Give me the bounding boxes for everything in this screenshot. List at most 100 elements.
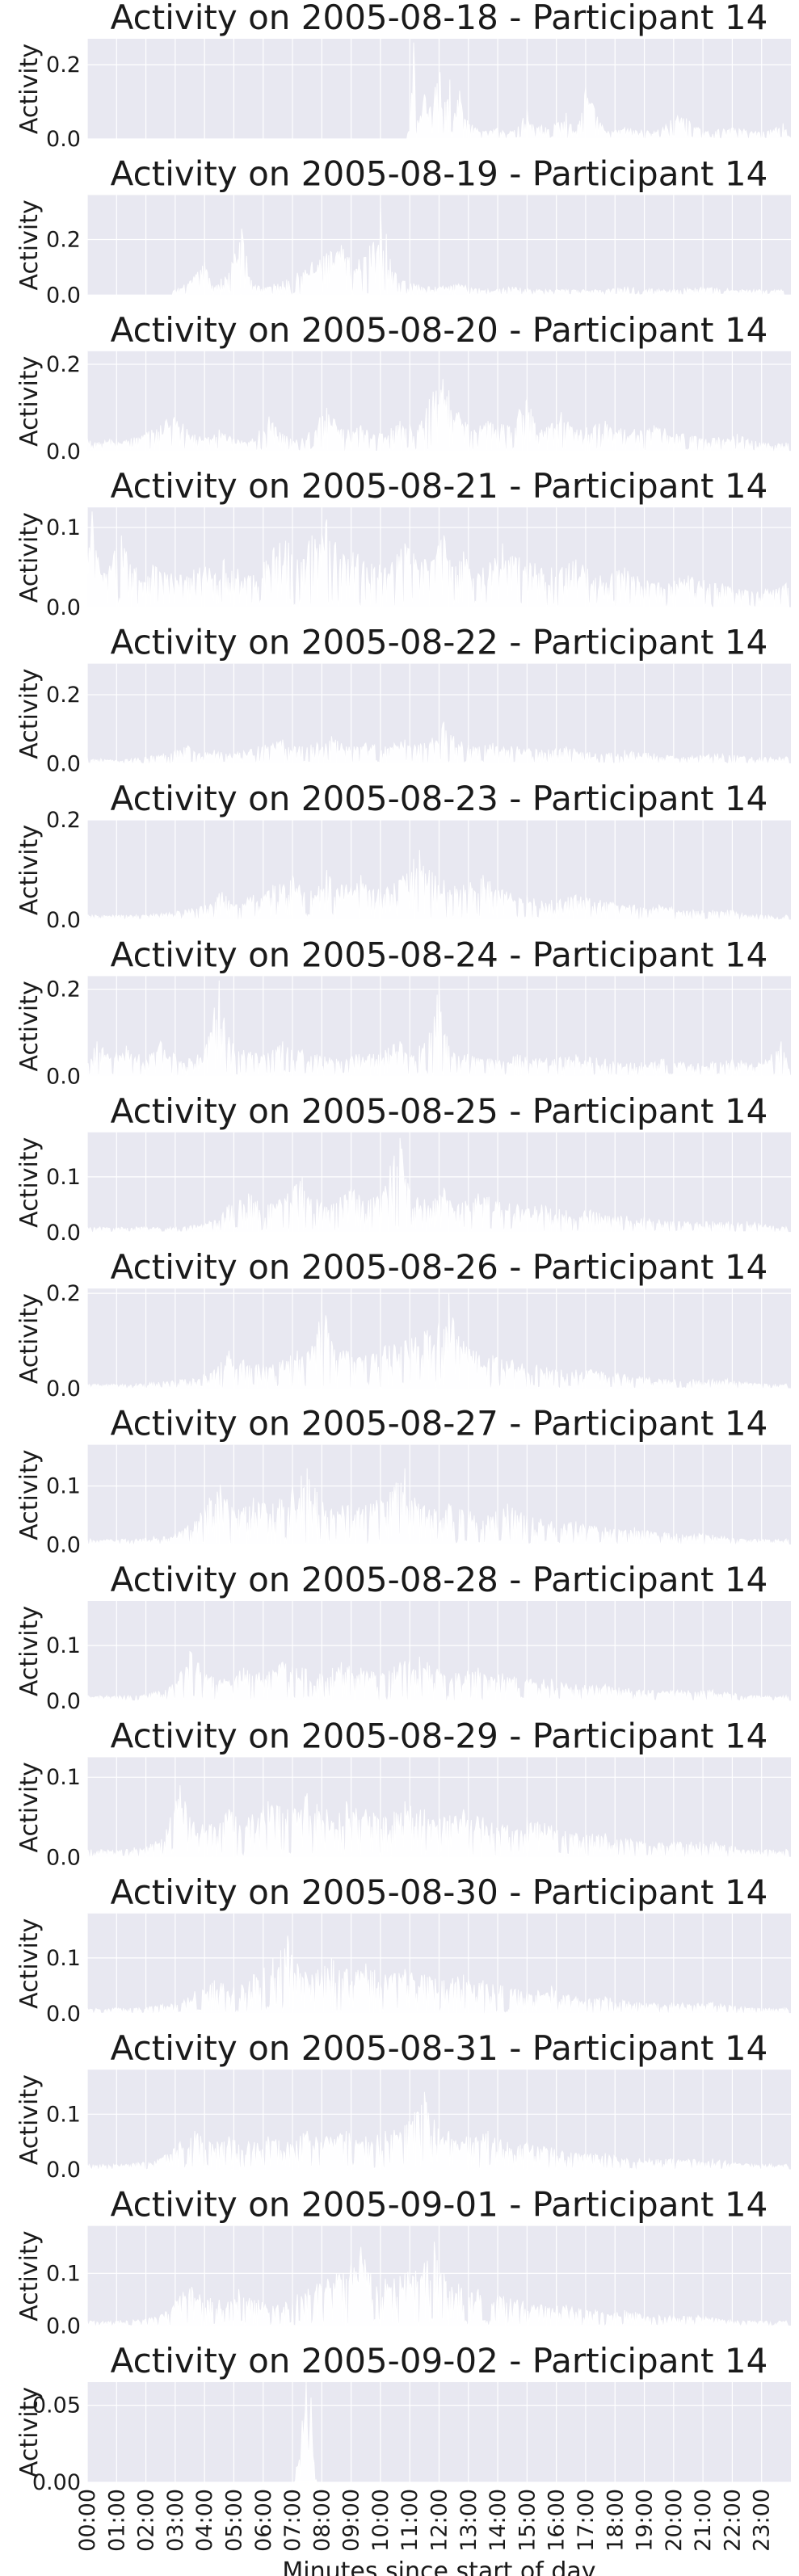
activity-area [87,203,791,297]
panel-title: Activity on 2005-09-01 - Participant 14 [111,2185,768,2225]
x-tick-label: 07:00 [280,2489,305,2552]
panel-title: Activity on 2005-08-28 - Participant 14 [111,1560,768,1599]
activity-area [86,2091,791,2171]
x-tick-label: 01:00 [104,2489,129,2552]
panel-title: Activity on 2005-08-22 - Participant 14 [111,623,768,662]
y-tick-label: 0.1 [46,1165,81,1190]
y-tick-label: 0.1 [46,1765,81,1790]
x-tick-label: 08:00 [309,2489,334,2552]
panel-title: Activity on 2005-08-31 - Participant 14 [111,2028,768,2068]
x-tick-label: 18:00 [603,2489,628,2552]
x-tick-label: 20:00 [662,2489,687,2552]
activity-area [86,1785,791,1859]
y-axis-label: Activity [15,825,44,915]
y-axis-label: Activity [15,1293,44,1384]
activity-area [86,850,791,922]
panel-title: Activity on 2005-08-24 - Participant 14 [111,935,768,974]
panel-title: Activity on 2005-08-18 - Participant 14 [111,0,768,37]
activity-area [86,1293,791,1391]
y-tick-label: 0.2 [46,977,81,1002]
activity-area [86,1650,791,1703]
y-tick-label: 0.2 [46,53,81,78]
x-tick-label: 19:00 [633,2489,658,2552]
x-tick-label: 02:00 [134,2489,159,2552]
y-tick-label: 0.1 [46,2261,81,2286]
y-axis-label: Activity [15,1762,44,1852]
y-tick-label: 0.1 [46,2102,81,2127]
x-axis-label: Minutes since start of day [282,2557,595,2576]
x-tick-label: 10:00 [368,2489,393,2552]
x-tick-label: 13:00 [456,2489,482,2552]
panel-title: Activity on 2005-08-30 - Participant 14 [111,1872,768,1912]
activity-area [86,1468,791,1546]
y-tick-label: 0.0 [46,752,81,777]
y-tick-label: 0.0 [46,1064,81,1089]
y-axis-label: Activity [15,1606,44,1696]
y-axis-label: Activity [15,2387,44,2477]
x-tick-label: 11:00 [397,2489,423,2552]
x-tick-label: 22:00 [720,2489,745,2552]
x-tick-label: 17:00 [574,2489,599,2552]
x-tick-label: 12:00 [427,2489,452,2552]
y-tick-label: 0.2 [46,1281,81,1306]
panel-title: Activity on 2005-08-25 - Participant 14 [111,1091,768,1131]
y-tick-label: 0.0 [46,1533,81,1558]
x-tick-label: 04:00 [192,2489,217,2552]
y-tick-label: 0.0 [46,439,81,464]
panel-title: Activity on 2005-08-21 - Participant 14 [111,466,768,506]
y-tick-label: 0.1 [46,1946,81,1971]
activity-area [86,1935,791,2015]
y-tick-label: 0.0 [46,2158,81,2183]
y-tick-label: 0.0 [46,2314,81,2339]
activity-area [86,1137,791,1234]
y-axis-label: Activity [15,2230,44,2321]
y-axis-label: Activity [15,981,44,1071]
panel-title: Activity on 2005-08-29 - Participant 14 [111,1716,768,1755]
y-tick-label: 0.0 [46,127,81,152]
x-tick-label: 14:00 [486,2489,511,2552]
activity-area [86,511,791,609]
panel-title: Activity on 2005-08-19 - Participant 14 [111,153,768,193]
panel-title: Activity on 2005-08-23 - Participant 14 [111,779,768,818]
x-tick-label: 16:00 [545,2489,570,2552]
x-tick-label: 00:00 [75,2489,100,2552]
y-tick-label: 0.2 [46,228,81,253]
y-axis-label: Activity [15,1137,44,1228]
y-axis-label: Activity [15,2074,44,2165]
y-tick-label: 0.1 [46,1474,81,1499]
panel-title: Activity on 2005-09-02 - Participant 14 [111,2341,768,2381]
y-axis-label: Activity [15,200,44,290]
y-tick-label: 0.1 [46,1633,81,1658]
y-tick-label: 0.0 [46,283,81,308]
y-tick-label: 0.00 [32,2470,81,2495]
y-tick-label: 0.2 [46,352,81,377]
x-tick-label: 23:00 [750,2489,775,2552]
y-tick-label: 0.1 [46,515,81,540]
y-axis-label: Activity [15,1918,44,2009]
y-tick-label: 0.2 [46,683,81,708]
activity-area [86,379,791,453]
activity-area [87,2381,791,2483]
panel-title: Activity on 2005-08-26 - Participant 14 [111,1247,768,1287]
panel-title: Activity on 2005-08-20 - Participant 14 [111,310,768,350]
x-tick-label: 06:00 [251,2489,276,2552]
y-tick-label: 0.0 [46,1221,81,1246]
y-tick-label: 0.0 [46,1845,81,1870]
y-tick-label: 0.0 [46,908,81,933]
y-tick-label: 0.0 [46,1376,81,1401]
y-axis-label: Activity [15,1449,44,1540]
activity-area [87,42,792,141]
activity-area [86,980,792,1078]
y-tick-label: 0.2 [46,808,81,833]
x-tick-label: 05:00 [221,2489,246,2552]
y-tick-label: 0.0 [46,595,81,620]
x-tick-label: 15:00 [515,2489,540,2552]
y-axis-label: Activity [15,512,44,603]
y-tick-label: 0.05 [32,2393,81,2418]
activity-area [86,721,791,766]
x-tick-label: 09:00 [339,2489,364,2552]
x-tick-label: 21:00 [691,2489,716,2552]
activity-area [86,2242,791,2328]
panel-title: Activity on 2005-08-27 - Participant 14 [111,1404,768,1443]
